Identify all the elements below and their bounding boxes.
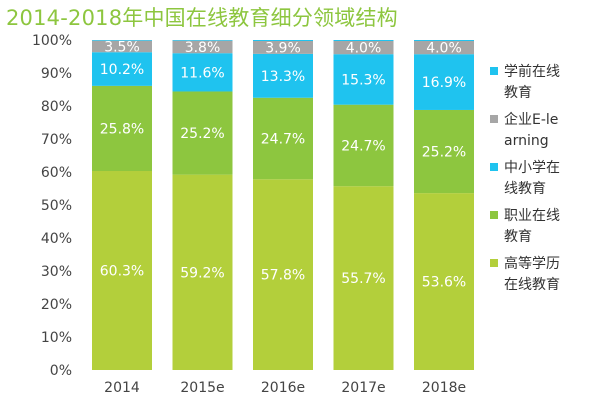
bar-segment: [333, 104, 394, 187]
bar-segment: [333, 186, 394, 370]
data-label: 13.3%: [261, 69, 305, 85]
data-label: 15.3%: [341, 72, 385, 88]
data-label: 25.2%: [422, 145, 466, 161]
data-label: 3.8%: [185, 40, 221, 56]
bar-segment: [253, 179, 313, 370]
bar-segment: [333, 40, 394, 55]
bar-segment: [92, 40, 152, 53]
legend-item: 高等学历在线教育: [488, 254, 598, 296]
y-tick-label: 10%: [41, 330, 72, 346]
data-label: 10.2%: [100, 62, 144, 78]
x-tick-label: 2018e: [422, 380, 466, 396]
bar-segment: [172, 40, 233, 41]
bar-segment: [414, 40, 474, 55]
data-label: 53.6%: [422, 275, 466, 291]
legend-swatch: [490, 163, 498, 171]
legend-label: 学前在线教育: [504, 64, 560, 101]
y-tick-label: 100%: [32, 33, 72, 49]
y-tick-label: 60%: [41, 165, 72, 181]
legend-item: 学前在线教育: [488, 62, 598, 104]
bar-segment: [414, 193, 474, 370]
y-tick-label: 40%: [41, 231, 72, 247]
legend-label: 职业在线教育: [504, 208, 560, 245]
bar-segment: [414, 109, 474, 194]
bar-segment: [333, 40, 394, 41]
bar-segment: [414, 54, 474, 110]
data-label: 24.7%: [261, 132, 305, 148]
bar-segment: [172, 91, 233, 175]
legend-swatch: [490, 67, 498, 75]
legend-swatch: [490, 211, 498, 219]
x-tick-label: 2016e: [261, 380, 305, 396]
x-tick-label: 2017e: [341, 380, 385, 396]
data-label: 3.5%: [104, 39, 140, 55]
data-label: 25.8%: [100, 121, 144, 137]
legend-label: 高等学历在线教育: [504, 256, 560, 293]
data-label: 55.7%: [341, 271, 385, 287]
legend-item: 职业在线教育: [488, 206, 598, 248]
legend-item: 企业E-learning: [488, 110, 598, 152]
bar-segment: [414, 40, 474, 41]
data-label: 25.2%: [180, 126, 224, 142]
y-tick-label: 90%: [41, 66, 72, 82]
legend-label: 中小学在线教育: [504, 160, 560, 197]
y-tick-label: 80%: [41, 99, 72, 115]
bar-segment: [253, 53, 313, 98]
bar-segment: [172, 40, 233, 54]
data-label: 3.9%: [265, 40, 301, 56]
y-tick-label: 50%: [41, 198, 72, 214]
y-tick-label: 20%: [41, 297, 72, 313]
x-tick-label: 2015e: [180, 380, 224, 396]
y-tick-label: 30%: [41, 264, 72, 280]
data-label: 60.3%: [100, 264, 144, 280]
data-label: 11.6%: [180, 65, 224, 81]
legend-swatch: [490, 115, 498, 123]
y-tick-label: 0%: [50, 363, 72, 379]
legend-label: 企业E-learning: [504, 112, 559, 149]
data-label: 57.8%: [261, 268, 305, 284]
bar-segment: [253, 40, 313, 41]
bar-segment: [253, 40, 313, 54]
legend-item: 中小学在线教育: [488, 158, 598, 200]
data-label: 59.2%: [180, 265, 224, 281]
bar-segment: [92, 171, 152, 370]
x-tick-label: 2014: [104, 380, 140, 396]
legend: 学前在线教育 企业E-learning 中小学在线教育 职业在线教育 高等学历在线教育: [488, 62, 598, 302]
bar-segment: [92, 40, 152, 41]
chart-title: 2014-2018年中国在线教育细分领域结构: [6, 6, 398, 30]
bar-segment: [172, 53, 233, 92]
y-tick-label: 70%: [41, 132, 72, 148]
data-label: 4.0%: [426, 41, 462, 57]
data-label: 4.0%: [346, 41, 382, 57]
bar-segment: [333, 54, 394, 105]
legend-swatch: [490, 259, 498, 267]
bar-segment: [172, 174, 233, 370]
bar-segment: [253, 97, 313, 180]
bar-segment: [92, 85, 152, 172]
data-label: 24.7%: [341, 138, 385, 154]
data-label: 16.9%: [422, 75, 466, 91]
bar-segment: [92, 52, 152, 86]
